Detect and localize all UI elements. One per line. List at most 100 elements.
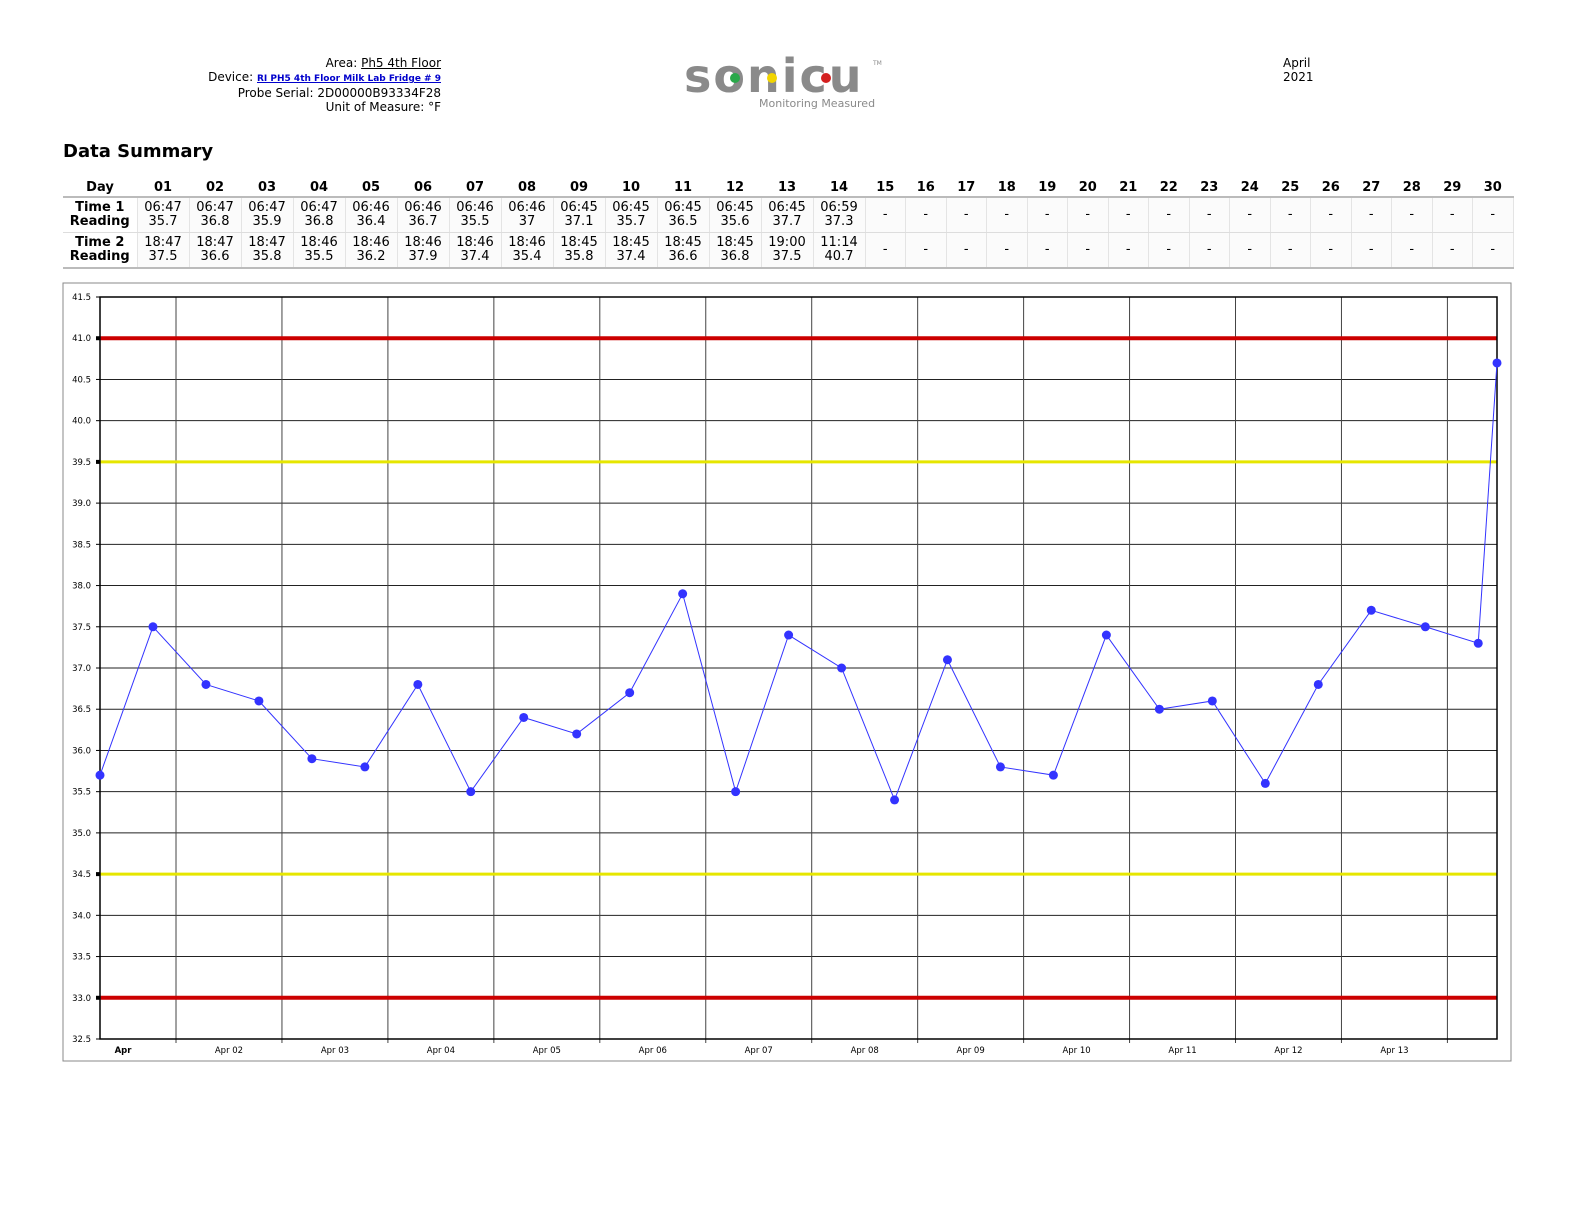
cell: 18:45 37.4 [605,232,658,269]
x-tick-label: Apr 08 [851,1046,879,1056]
y-tick-label: 39.5 [72,458,91,468]
area: Ph5 4th Floor [361,56,441,70]
year: 2021 [1283,70,1314,84]
cell: 06:45 37.7 [761,197,814,233]
data-point [1420,622,1430,632]
cell: 06:46 36.7 [397,197,450,233]
day-number: 30 [1472,178,1513,198]
cell: 06:45 37.1 [553,197,606,233]
cell-reading: 36.4 [356,214,386,229]
cell-reading: 36.6 [668,249,698,264]
cell-empty: - [905,197,947,233]
unit: Unit of Measure: °F [325,100,441,114]
y-tick-label: 38.5 [72,540,91,550]
cell-time: 18:45 [612,235,650,250]
x-tick-label: Apr 09 [957,1046,985,1056]
day-number: 23 [1189,178,1230,198]
limit-marker [96,872,100,877]
cell-empty: - [1108,197,1149,233]
cell-reading: 37.1 [564,214,594,229]
cell-empty: - [865,197,906,233]
cell-reading: 37 [518,214,536,229]
data-point [572,729,582,739]
data-point [1154,704,1164,714]
day-number: 29 [1432,178,1473,198]
day-number: 19 [1027,178,1068,198]
cell-empty: - [1310,197,1352,233]
cell-reading: 36.8 [200,214,230,229]
month: April [1283,56,1311,70]
cell-reading: 35.7 [148,214,178,229]
cell-time: 06:46 [508,200,546,215]
day-number: 10 [605,178,657,198]
cell: 18:46 35.4 [501,232,554,269]
x-tick-label: Apr [115,1046,133,1056]
cell: 06:47 35.7 [137,197,190,233]
cell-time: 19:00 [768,235,806,250]
data-point [625,688,635,698]
cell-reading: 35.6 [720,214,750,229]
y-tick-label: 40.0 [72,417,91,427]
day-number: 24 [1229,178,1270,198]
cell-time: 06:45 [560,200,598,215]
device-line: Device: RI PH5 4th Floor Milk Lab Fridge… [150,70,441,86]
data-point [678,589,688,599]
logo-tagline: Monitoring Measured [759,97,875,110]
cell-empty: - [946,232,987,269]
cell-reading: 35.5 [460,214,490,229]
cell: 18:45 35.8 [553,232,606,269]
limit-marker [96,459,100,464]
device-link[interactable]: RI PH5 4th Floor Milk Lab Fridge # 9 [257,74,441,84]
cell-time: 11:14 [820,235,858,250]
cell-reading: 37.3 [824,214,854,229]
cell: 11:14 40.7 [813,232,866,269]
cell-time: 18:46 [456,235,494,250]
y-tick-label: 37.5 [72,623,91,633]
cell: 18:47 35.8 [241,232,294,269]
data-point [1366,605,1376,615]
cell-reading: 35.8 [564,249,594,264]
cell-time: 06:46 [456,200,494,215]
cell-time: 06:59 [820,200,858,215]
cell-empty: - [986,232,1028,269]
cell-time: 18:47 [248,235,286,250]
limit-marker [96,336,100,341]
day-number: 18 [986,178,1027,198]
y-tick-label: 32.5 [72,1035,91,1045]
cell-reading: 37.4 [616,249,646,264]
logo-tm: TM [872,60,882,67]
cell-time: 18:46 [352,235,390,250]
y-tick-label: 36.0 [72,746,91,756]
y-tick-label: 35.0 [72,829,91,839]
x-tick-label: Apr 04 [427,1046,455,1056]
cell-empty: - [1351,232,1392,269]
cell: 06:47 36.8 [189,197,242,233]
cell-empty: - [986,197,1028,233]
cell: 18:46 37.9 [397,232,450,269]
cell-time: 06:47 [196,200,234,215]
x-tick-label: Apr 07 [745,1046,773,1056]
cell-empty: - [905,232,947,269]
cell: 18:46 36.2 [345,232,398,269]
data-point [1048,770,1058,780]
x-tick-label: Apr 11 [1168,1046,1196,1056]
section-title: Data Summary [63,141,214,162]
day-number: 22 [1148,178,1189,198]
data-point [731,787,741,797]
cell-empty: - [1189,232,1230,269]
y-tick-label: 39.0 [72,499,91,509]
data-summary-table: Day 01 02 03 04 05 06 07 08 09 10 11 12 13 14 15 16 17 18 1… [63,178,1514,269]
day-number: 17 [946,178,987,198]
row-label-line: Time 1 [75,200,125,215]
header-right: April 2021 [1283,56,1314,84]
day-number: 03 [241,178,293,198]
y-tick-label: 36.5 [72,705,91,715]
y-tick-label: 37.0 [72,664,91,674]
cell-empty: - [1189,197,1230,233]
day-number: 11 [657,178,709,198]
y-tick-label: 34.0 [72,911,91,921]
data-point [995,762,1005,772]
cell-time: 18:46 [404,235,442,250]
cell-empty: - [1270,197,1311,233]
cell-time: 18:46 [300,235,338,250]
